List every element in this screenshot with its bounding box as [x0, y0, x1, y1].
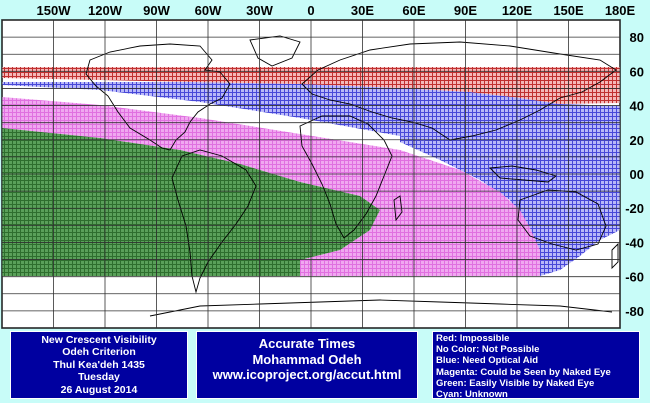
legend-blue: Blue: Need Optical Aid [436, 355, 539, 367]
credit-author: Mohammad Odeh [252, 351, 362, 367]
north-america-outline [85, 43, 231, 151]
longitude-label: 180E [605, 3, 636, 18]
info-date: 26 August 2014 [60, 383, 138, 396]
latitude-label: 20 [630, 133, 644, 148]
greenland-outline [249, 35, 301, 67]
longitude-label: 30E [351, 3, 374, 18]
longitude-label: 120E [502, 3, 533, 18]
latitude-label: 40 [630, 99, 644, 114]
longitude-label: 120W [88, 3, 123, 18]
longitude-label: 90E [454, 3, 477, 18]
antarctica-outline [149, 299, 613, 317]
latitude-label: 60 [630, 64, 644, 79]
zone-naked-eye [2, 97, 540, 276]
latitude-label: -60 [625, 270, 644, 285]
info-box: New Crescent Visibility Odeh Criterion T… [10, 331, 188, 399]
coordinate-grid [1, 19, 621, 329]
longitude-label: 0 [307, 3, 314, 18]
legend-cyan: Cyan: Unknown [436, 389, 508, 401]
latitude-label: 00 [630, 167, 644, 182]
credit-title: Accurate Times [258, 336, 356, 351]
longitude-label: 60W [195, 3, 222, 18]
longitude-label: 30W [246, 3, 273, 18]
credit-box: Accurate Times Mohammad Odeh www.icoproj… [196, 331, 418, 399]
indonesia-outline [489, 165, 557, 183]
longitude-label: 90W [143, 3, 170, 18]
legend-magenta: Magenta: Could be Seen by Naked Eye [436, 366, 611, 378]
info-weekday: Tuesday [78, 371, 120, 384]
madagascar-outline [393, 195, 403, 222]
africa-outline [299, 115, 393, 239]
latitude-label: -80 [625, 304, 644, 319]
zone-easily-visible [2, 128, 380, 276]
longitude-label: 150W [37, 3, 72, 18]
info-month: Thul Kea'deh 1435 [53, 358, 145, 371]
latitude-label: -20 [625, 201, 644, 216]
info-title: New Crescent Visibility [41, 334, 157, 346]
info-criterion: Odeh Criterion [62, 346, 136, 359]
legend-red: Red: Impossible [436, 333, 510, 344]
new-zealand-outline [611, 242, 619, 270]
longitude-label: 60E [402, 3, 425, 18]
legend-green: Green: Easily Visible by Naked Eye [436, 377, 595, 389]
latitude-label: -40 [625, 235, 644, 250]
visibility-map: 150W 120W 90W 60W 30W 0 30E 60E 90E 120E 150E 180E … [1, 3, 644, 329]
legend-box: Red: Impossible No Color: Not Possible B… [432, 331, 640, 401]
latitude-label: 80 [630, 30, 644, 45]
longitude-labels: 150W 120W 90W 60W 30W 0 30E 60E 90E 120E 150E 180E [37, 3, 636, 18]
zone-optical-aid-south [400, 136, 620, 276]
longitude-label: 150E [553, 3, 584, 18]
credit-url[interactable]: www.icoproject.org/accut.html [212, 367, 402, 382]
latitude-labels: 80 60 40 20 00 -20 -40 -60 -80 [625, 30, 644, 319]
legend-none: No Color: Not Possible [436, 344, 540, 356]
eurasia-outline [301, 41, 617, 141]
